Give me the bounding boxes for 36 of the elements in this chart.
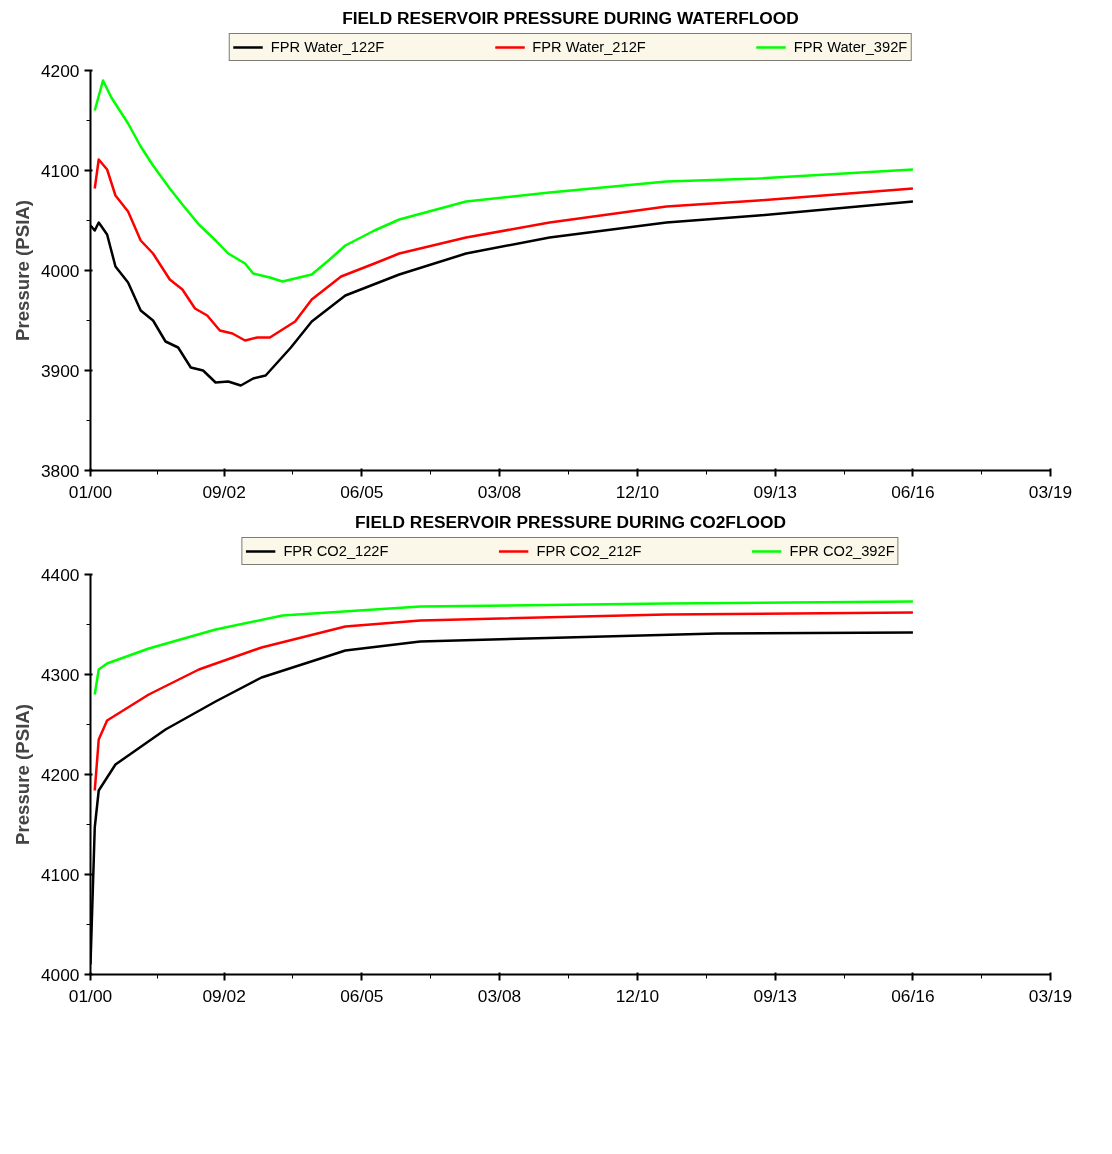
y-axis-title: Pressure (PSIA) bbox=[11, 703, 33, 846]
legend-label: FPR Water_122F bbox=[270, 39, 385, 55]
chart-title: FIELD RESERVOIR PRESSURE DURING WATERFLOOD bbox=[342, 7, 799, 28]
x-tick-label: 12/10 bbox=[615, 481, 660, 502]
y-tick-label: 3900 bbox=[40, 360, 80, 381]
y-axis-title: Pressure (PSIA) bbox=[11, 199, 33, 342]
legend-label: FPR CO2_392F bbox=[789, 543, 895, 559]
x-tick-label: 06/05 bbox=[340, 985, 384, 1006]
y-tick-label: 4200 bbox=[40, 764, 80, 785]
x-tick-label: 03/08 bbox=[477, 481, 522, 502]
y-tick-label: 4400 bbox=[40, 564, 80, 585]
y-tick-label: 4100 bbox=[40, 864, 80, 885]
x-tick-label: 09/13 bbox=[753, 481, 797, 502]
y-tick-label: 4300 bbox=[40, 664, 80, 685]
x-tick-label: 09/13 bbox=[753, 985, 797, 1006]
legend-label: FPR Water_392F bbox=[793, 39, 908, 55]
chart-title: FIELD RESERVOIR PRESSURE DURING CO2FLOOD bbox=[354, 511, 787, 532]
x-tick-label: 03/19 bbox=[1028, 481, 1073, 502]
x-tick-label: 03/19 bbox=[1028, 985, 1073, 1006]
y-tick-label: 4000 bbox=[40, 964, 80, 985]
x-tick-label: 03/08 bbox=[477, 985, 522, 1006]
x-tick-label: 09/02 bbox=[202, 481, 246, 502]
x-tick-label: 06/05 bbox=[340, 481, 384, 502]
x-tick-label: 01/00 bbox=[68, 985, 113, 1006]
y-tick-label: 4100 bbox=[40, 160, 80, 181]
x-tick-label: 06/16 bbox=[891, 985, 935, 1006]
x-tick-label: 01/00 bbox=[68, 481, 113, 502]
y-tick-label: 3800 bbox=[40, 460, 80, 481]
x-tick-label: 06/16 bbox=[891, 481, 935, 502]
x-tick-label: 12/10 bbox=[615, 985, 660, 1006]
x-tick-label: 09/02 bbox=[202, 985, 246, 1006]
legend-label: FPR CO2_212F bbox=[536, 543, 642, 559]
y-tick-label: 4000 bbox=[40, 260, 80, 281]
legend-label: FPR Water_212F bbox=[532, 39, 646, 55]
legend-label: FPR CO2_122F bbox=[283, 543, 389, 559]
y-tick-label: 4200 bbox=[40, 60, 80, 81]
